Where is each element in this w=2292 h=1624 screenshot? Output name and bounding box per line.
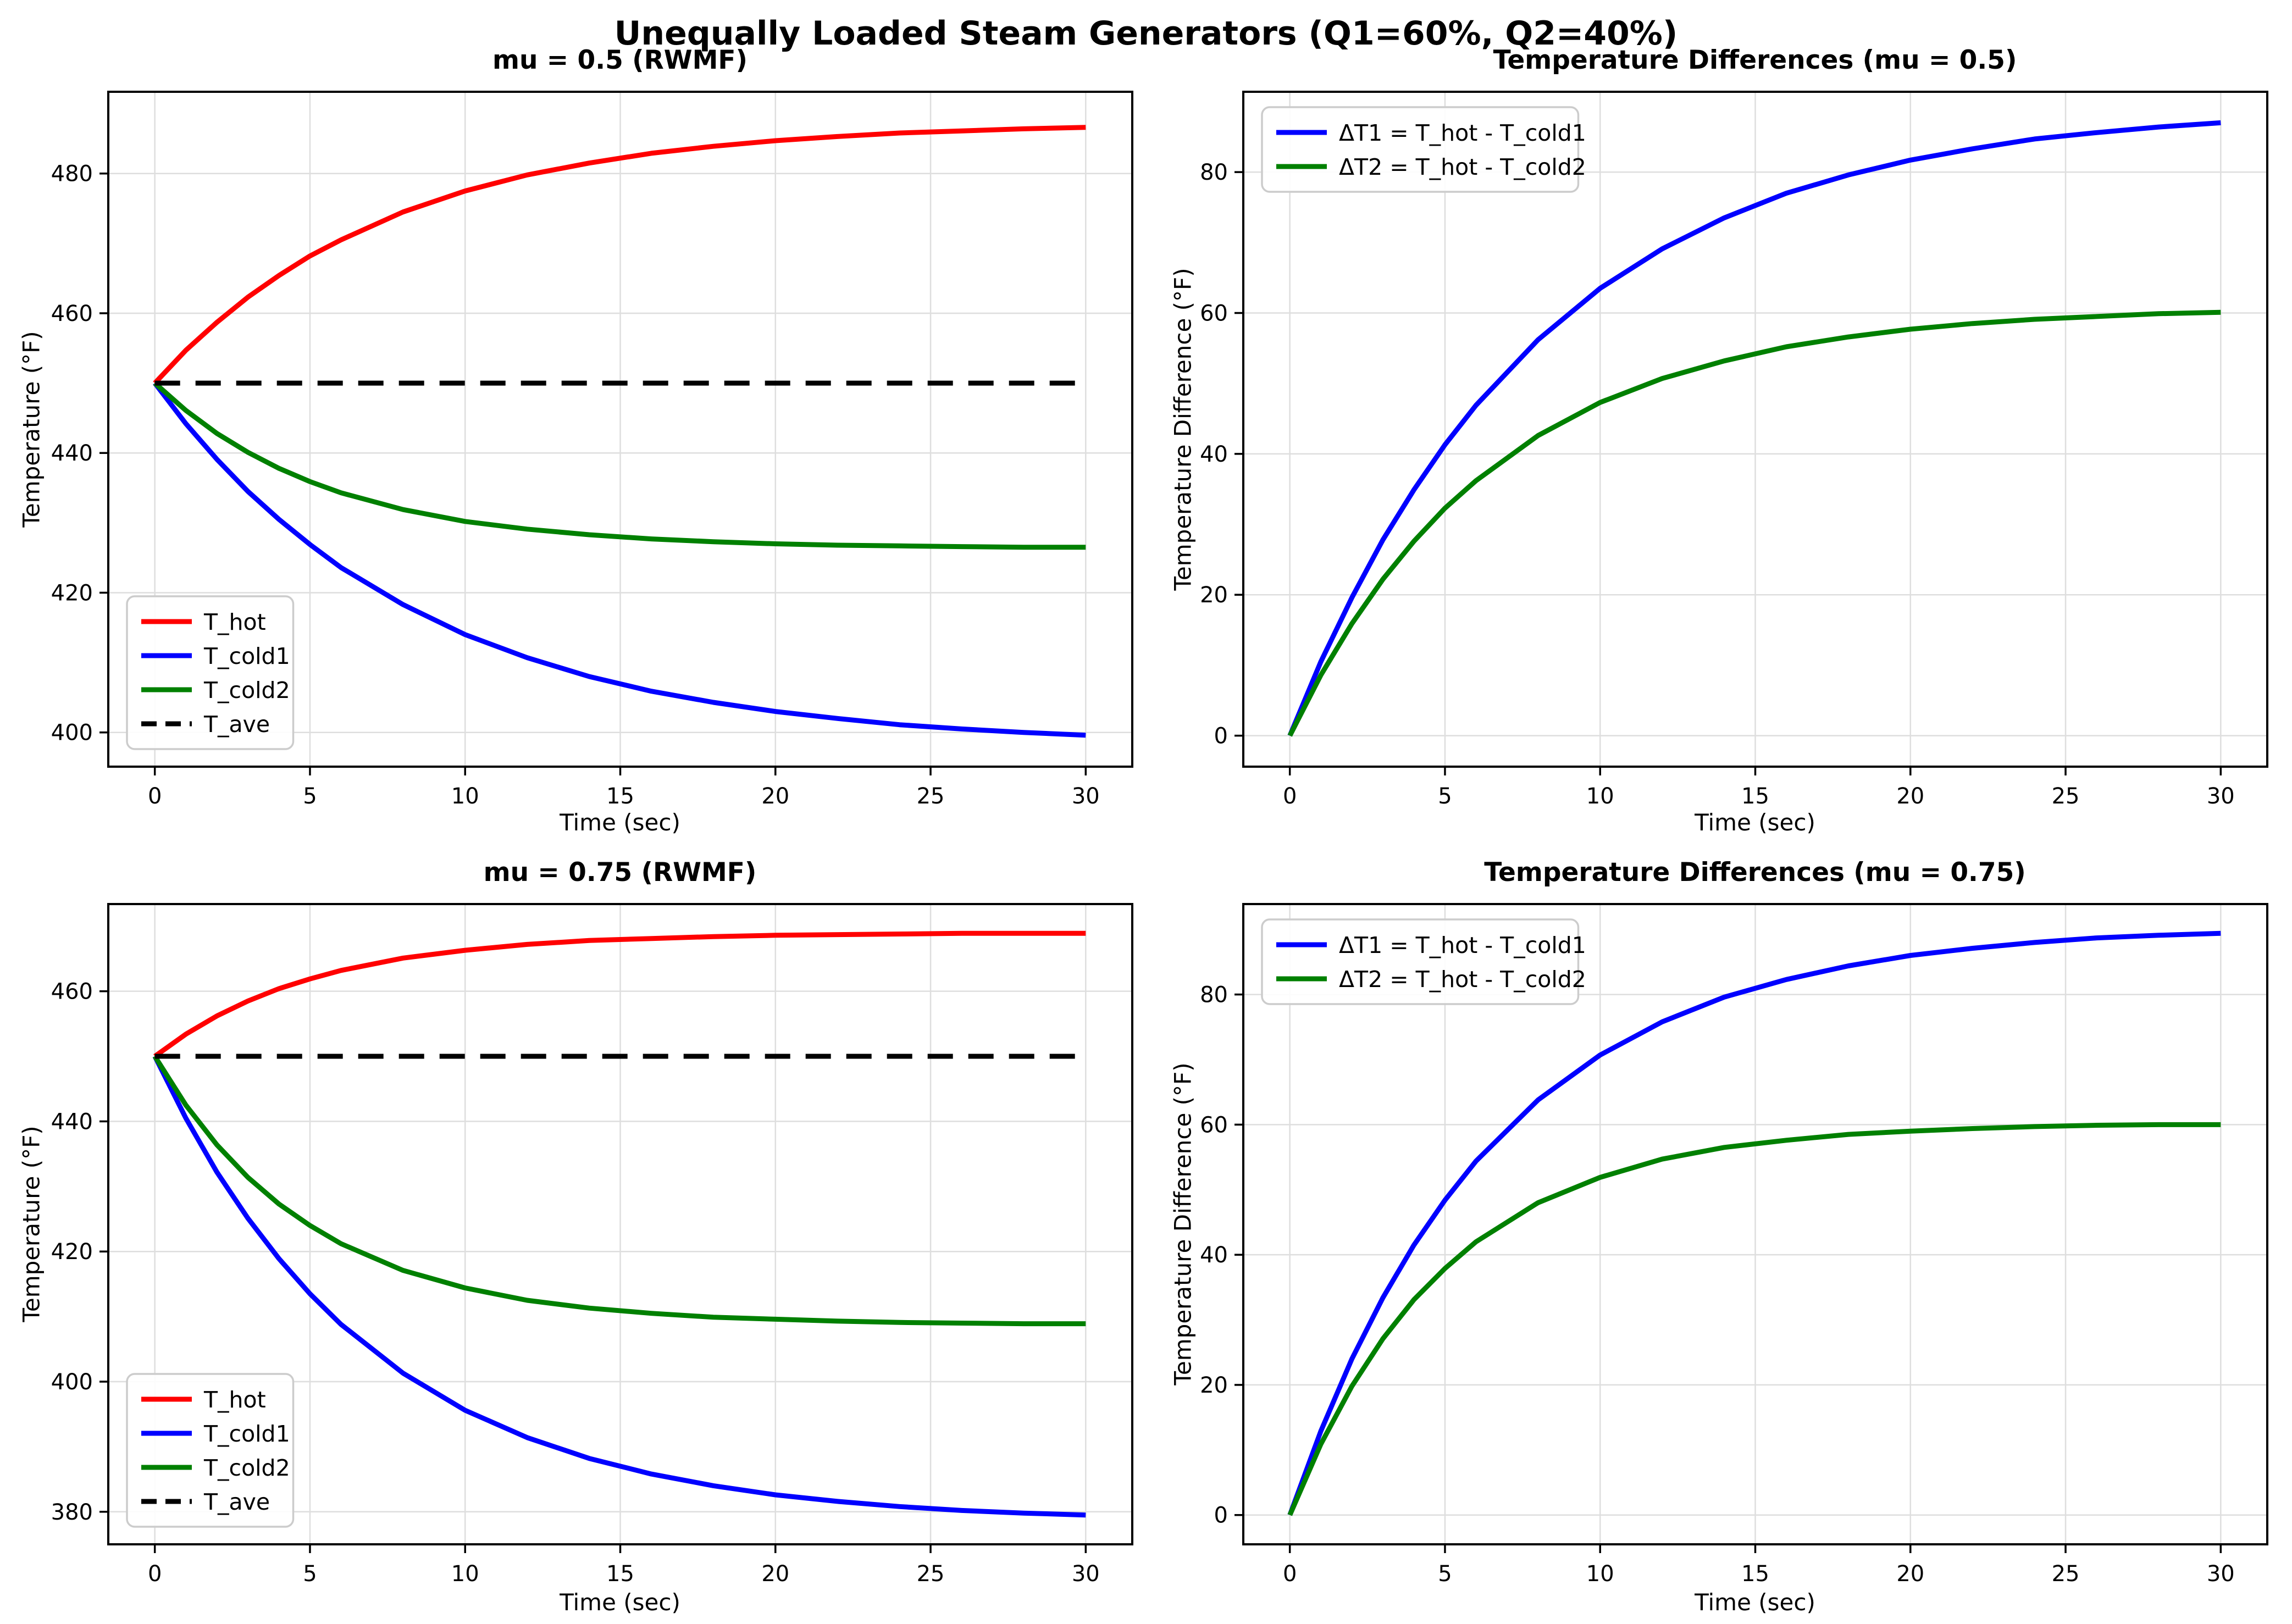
x-tick-label: 5: [303, 784, 317, 809]
subplot-title-mu075: mu = 0.75 (RWMF): [483, 857, 757, 888]
legend-label: ΔT1 = T_hot - T_cold1: [1339, 120, 1586, 146]
series-line-ΔT1: [1287, 930, 2221, 1516]
series-line-T_cold1: [152, 1055, 1086, 1518]
x-tick-label: 5: [1438, 784, 1452, 809]
y-tick-label: 460: [51, 301, 93, 326]
y-tick-label: 440: [51, 441, 93, 466]
x-tick-label: 5: [1438, 1561, 1452, 1587]
x-tick-label: 25: [917, 1561, 945, 1587]
y-tick-label: 0: [1214, 1503, 1228, 1528]
legend-box: [126, 595, 295, 750]
x-tick-label: 0: [1283, 1561, 1297, 1587]
x-tick-label: 5: [303, 1561, 317, 1587]
y-tick-label: 400: [51, 1370, 93, 1395]
series-line-T_cold2: [153, 381, 1086, 550]
subplot-title-diff-mu075: Temperature Differences (mu = 0.75): [1484, 857, 2026, 888]
y-tick-label: 80: [1200, 983, 1228, 1008]
y-tick-label: 460: [51, 979, 93, 1005]
x-axis-label: Time (sec): [1695, 809, 1815, 836]
y-tick-label: 420: [51, 1239, 93, 1265]
legend-label: T_cold1: [203, 643, 290, 669]
x-tick-label: 20: [761, 1561, 789, 1587]
legend-label: T_cold1: [203, 1421, 290, 1447]
y-tick-label: 40: [1200, 442, 1228, 467]
x-axis-label: Time (sec): [560, 809, 680, 836]
series-line-ΔT1: [1287, 120, 2221, 737]
legend-box: [1261, 106, 1580, 193]
y-tick-label: 40: [1200, 1243, 1228, 1268]
x-tick-label: 10: [451, 784, 479, 809]
y-axis-label: Temperature Difference (°F): [1169, 268, 1197, 591]
x-tick-label: 30: [2207, 784, 2235, 809]
x-tick-label: 15: [1741, 784, 1769, 809]
y-tick-label: 380: [51, 1500, 93, 1525]
series-line-T_hot: [153, 125, 1086, 385]
subplot-title-mu05: mu = 0.5 (RWMF): [492, 45, 748, 75]
x-tick-label: 25: [2052, 784, 2080, 809]
x-tick-label: 15: [606, 1561, 634, 1587]
y-tick-label: 0: [1214, 724, 1228, 749]
x-tick-label: 0: [1283, 784, 1297, 809]
figure-title: Unequally Loaded Steam Generators (Q1=60…: [614, 14, 1678, 53]
y-axis-label: Temperature (°F): [18, 331, 45, 528]
x-tick-label: 20: [761, 784, 789, 809]
y-tick-label: 440: [51, 1109, 93, 1134]
x-tick-label: 0: [148, 1561, 162, 1587]
legend-label: T_cold2: [203, 1455, 290, 1481]
x-tick-label: 25: [2052, 1561, 2080, 1587]
legend-label: T_hot: [203, 1387, 266, 1413]
legend-label: ΔT1 = T_hot - T_cold1: [1339, 932, 1586, 958]
x-tick-label: 0: [148, 784, 162, 809]
x-tick-label: 20: [1896, 784, 1924, 809]
series-line-ΔT2: [1287, 309, 2221, 737]
legend-box: [126, 1373, 295, 1528]
x-tick-label: 30: [1072, 1561, 1100, 1587]
x-tick-label: 15: [606, 784, 634, 809]
series-line-T_cold1: [153, 381, 1086, 738]
legend-label: ΔT2 = T_hot - T_cold2: [1339, 154, 1586, 180]
legend-label: T_hot: [203, 609, 266, 635]
y-tick-label: 420: [51, 580, 93, 606]
x-tick-label: 10: [1586, 1561, 1614, 1587]
x-axis-label: Time (sec): [560, 1589, 680, 1616]
y-tick-label: 60: [1200, 301, 1228, 326]
y-tick-label: 20: [1200, 583, 1228, 608]
series-line-T_cold2: [152, 1055, 1086, 1327]
y-tick-label: 480: [51, 162, 93, 187]
y-tick-label: 400: [51, 720, 93, 746]
x-tick-label: 10: [1586, 784, 1614, 809]
y-tick-label: 80: [1200, 160, 1228, 185]
legend-label: T_cold2: [203, 677, 290, 703]
series-line-ΔT2: [1287, 1122, 2221, 1516]
subplot-title-diff-mu05: Temperature Differences (mu = 0.5): [1493, 45, 2017, 75]
x-tick-label: 25: [917, 784, 945, 809]
legend-box: [1261, 918, 1580, 1005]
legend-label: T_ave: [203, 1489, 270, 1515]
y-tick-label: 60: [1200, 1112, 1228, 1138]
x-tick-label: 30: [1072, 784, 1100, 809]
y-axis-label: Temperature (°F): [18, 1126, 45, 1322]
y-tick-label: 20: [1200, 1373, 1228, 1398]
y-axis-label: Temperature Difference (°F): [1169, 1062, 1197, 1385]
x-tick-label: 30: [2207, 1561, 2235, 1587]
x-axis-label: Time (sec): [1695, 1589, 1815, 1616]
series-line-T_hot: [153, 930, 1086, 1058]
x-tick-label: 15: [1741, 1561, 1769, 1587]
legend-label: ΔT2 = T_hot - T_cold2: [1339, 966, 1586, 993]
x-tick-label: 20: [1896, 1561, 1924, 1587]
x-tick-label: 10: [451, 1561, 479, 1587]
legend-label: T_ave: [203, 711, 270, 738]
